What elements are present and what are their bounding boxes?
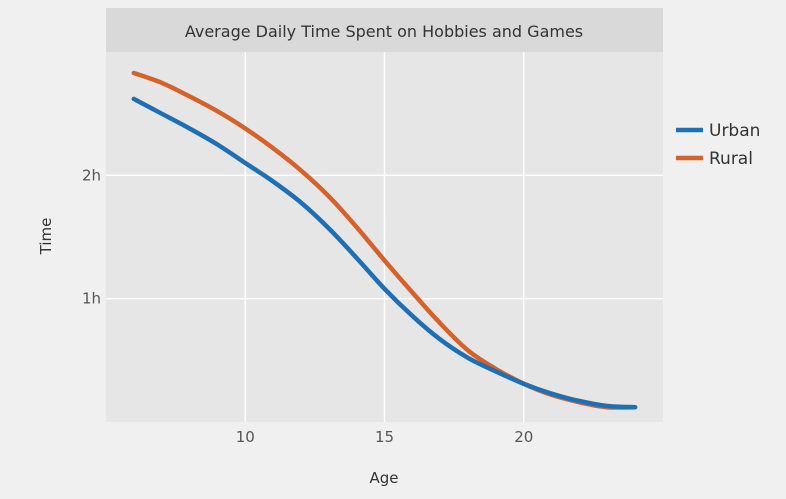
legend-label-urban: Urban — [709, 121, 760, 141]
y-tick-label-1: 2h — [82, 166, 101, 184]
x-tick-label-1: 15 — [375, 428, 394, 446]
tick-labels: 10 15 20 1h 2h — [82, 166, 533, 446]
x-axis-title: Age — [369, 469, 398, 487]
y-axis-title: Time — [37, 218, 55, 256]
chart-title: Average Daily Time Spent on Hobbies and … — [185, 22, 583, 41]
x-tick-label-0: 10 — [236, 428, 255, 446]
gridlines — [106, 52, 663, 422]
series-line-urban — [131, 96, 638, 410]
y-tick-label-0: 1h — [82, 290, 101, 308]
legend-label-rural: Rural — [709, 149, 753, 169]
title-strip — [106, 8, 663, 52]
legend: Urban Rural — [676, 121, 760, 169]
series-lines — [131, 70, 638, 410]
x-tick-label-2: 20 — [514, 428, 533, 446]
